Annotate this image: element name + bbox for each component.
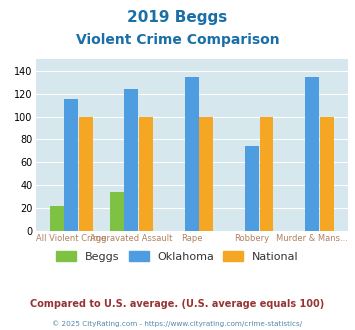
Bar (139, 116, 153, 231)
Bar (320, 116, 334, 231)
Bar (64, 99, 78, 231)
Legend: Beggs, Oklahoma, National: Beggs, Oklahoma, National (52, 247, 303, 267)
Bar (79, 116, 93, 231)
Bar (110, 192, 124, 231)
Bar (185, 77, 199, 231)
Text: Compared to U.S. average. (U.S. average equals 100): Compared to U.S. average. (U.S. average … (31, 299, 324, 309)
Text: Violent Crime Comparison: Violent Crime Comparison (76, 33, 279, 47)
Bar (245, 146, 259, 231)
Bar (260, 116, 273, 231)
Text: © 2025 CityRating.com - https://www.cityrating.com/crime-statistics/: © 2025 CityRating.com - https://www.city… (53, 321, 302, 327)
Text: 2019 Beggs: 2019 Beggs (127, 10, 228, 25)
Bar (305, 77, 319, 231)
Bar (50, 206, 64, 231)
Bar (125, 89, 138, 231)
Bar (199, 116, 213, 231)
